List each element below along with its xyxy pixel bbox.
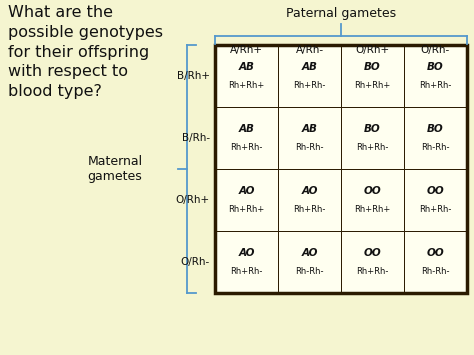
Bar <box>215 169 278 231</box>
Text: B/Rh+: B/Rh+ <box>177 71 210 81</box>
Bar <box>404 231 467 293</box>
Bar <box>215 45 467 293</box>
Text: AO: AO <box>301 248 318 258</box>
Text: Rh+Rh-: Rh+Rh- <box>356 142 389 152</box>
Bar <box>341 45 404 107</box>
Text: AB: AB <box>238 124 255 134</box>
Text: BO: BO <box>364 62 381 72</box>
Bar <box>341 231 404 293</box>
Bar <box>404 169 467 231</box>
Text: AB: AB <box>301 62 318 72</box>
Text: BO: BO <box>427 124 444 134</box>
Bar <box>278 231 341 293</box>
Text: B/Rh-: B/Rh- <box>182 133 210 143</box>
Text: O/Rh-: O/Rh- <box>421 45 450 55</box>
Text: AB: AB <box>301 124 318 134</box>
Text: OO: OO <box>364 186 382 196</box>
Bar <box>278 169 341 231</box>
Text: O/Rh-: O/Rh- <box>181 257 210 267</box>
Bar <box>215 45 278 107</box>
Text: AB: AB <box>238 62 255 72</box>
Text: AO: AO <box>238 248 255 258</box>
Text: BO: BO <box>427 62 444 72</box>
Text: Rh-Rh-: Rh-Rh- <box>295 142 324 152</box>
Text: Rh+Rh+: Rh+Rh+ <box>228 204 264 213</box>
Text: Rh+Rh-: Rh+Rh- <box>230 142 263 152</box>
Bar <box>404 107 467 169</box>
Text: A/Rh-: A/Rh- <box>295 45 324 55</box>
Text: Rh+Rh-: Rh+Rh- <box>356 267 389 275</box>
Text: Rh-Rh-: Rh-Rh- <box>421 267 450 275</box>
Bar <box>278 45 341 107</box>
Text: A/Rh+: A/Rh+ <box>230 45 263 55</box>
Text: Rh-Rh-: Rh-Rh- <box>421 142 450 152</box>
Bar <box>215 107 278 169</box>
Text: AO: AO <box>238 186 255 196</box>
Text: OO: OO <box>427 248 444 258</box>
Text: Rh+Rh-: Rh+Rh- <box>419 204 452 213</box>
Text: Rh-Rh-: Rh-Rh- <box>295 267 324 275</box>
Text: Maternal
gametes: Maternal gametes <box>87 155 143 183</box>
Text: O/Rh+: O/Rh+ <box>356 45 390 55</box>
Bar <box>404 45 467 107</box>
Text: Rh+Rh-: Rh+Rh- <box>230 267 263 275</box>
Bar <box>278 107 341 169</box>
Text: What are the
possible genotypes
for their offspring
with respect to
blood type?: What are the possible genotypes for thei… <box>8 5 163 99</box>
Bar <box>341 169 404 231</box>
Text: OO: OO <box>427 186 444 196</box>
Text: Rh+Rh+: Rh+Rh+ <box>355 204 391 213</box>
Text: Rh+Rh-: Rh+Rh- <box>293 81 326 89</box>
Text: O/Rh+: O/Rh+ <box>176 195 210 205</box>
Text: OO: OO <box>364 248 382 258</box>
Bar <box>215 231 278 293</box>
Text: Paternal gametes: Paternal gametes <box>286 7 396 20</box>
Text: Rh+Rh+: Rh+Rh+ <box>228 81 264 89</box>
Text: AO: AO <box>301 186 318 196</box>
Text: Rh+Rh+: Rh+Rh+ <box>355 81 391 89</box>
Text: BO: BO <box>364 124 381 134</box>
Text: Rh+Rh-: Rh+Rh- <box>293 204 326 213</box>
Bar <box>341 107 404 169</box>
Text: Rh+Rh-: Rh+Rh- <box>419 81 452 89</box>
